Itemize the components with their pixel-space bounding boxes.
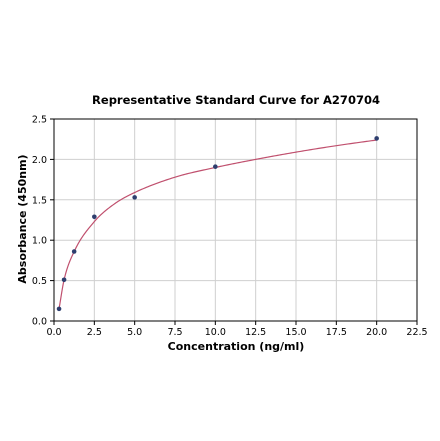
grid-lines <box>53 118 418 322</box>
data-point <box>56 306 62 312</box>
y-tick-label: 2.5 <box>32 115 47 126</box>
y-tick-label: 0.5 <box>32 276 47 287</box>
x-tick-label: 0.0 <box>46 327 61 338</box>
data-points-layer <box>56 136 379 312</box>
data-point <box>92 214 97 220</box>
x-tick-label: 7.5 <box>167 327 182 338</box>
y-axis-label: Absorbance (450nm) <box>16 154 29 283</box>
data-point <box>71 249 77 254</box>
x-tick-label: 12.5 <box>245 327 266 338</box>
y-tick-label: 0.0 <box>32 317 47 328</box>
y-tick-label: 1.5 <box>32 195 47 206</box>
axis-ticks: 0.0 2.5 5.0 7.5 10.0 12.5 15.0 17.5 20.0 22.5 0.0 0… <box>32 115 428 339</box>
data-point <box>132 195 137 200</box>
x-tick-label: 15.0 <box>285 327 306 338</box>
chart-title: Representative Standard Curve for A27070… <box>92 93 380 107</box>
x-tick-label: 5.0 <box>127 327 142 338</box>
plot-area-frame <box>53 118 418 322</box>
data-point <box>61 277 67 283</box>
x-tick-label: 2.5 <box>87 327 102 338</box>
fit-curve-layer <box>58 139 377 309</box>
fit-curve <box>58 139 377 309</box>
data-point <box>213 164 218 169</box>
x-tick-label: 22.5 <box>406 327 427 338</box>
x-axis-label: Concentration (ng/ml) <box>168 340 305 353</box>
x-tick-label: 20.0 <box>366 327 387 338</box>
data-point <box>374 136 379 141</box>
x-tick-label: 17.5 <box>326 327 347 338</box>
y-tick-label: 1.0 <box>32 236 47 247</box>
x-tick-label: 10.0 <box>205 327 226 338</box>
y-tick-label: 2.0 <box>32 155 47 166</box>
